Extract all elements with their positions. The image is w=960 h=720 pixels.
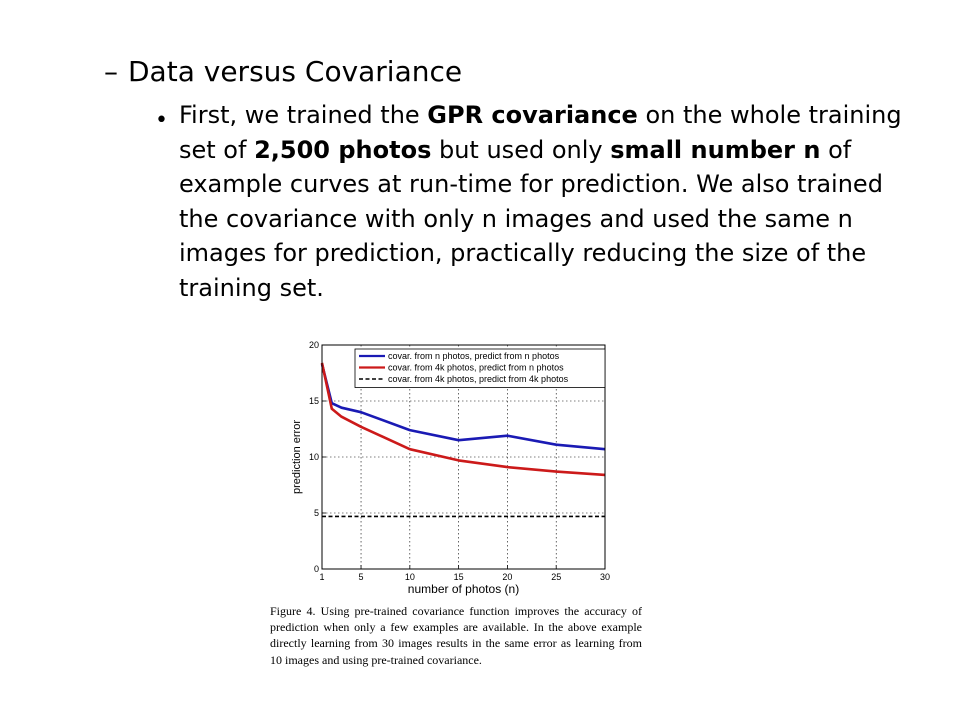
bullet-bold-2: 2,500 photos: [254, 135, 432, 164]
bullet-dot-icon: •: [155, 108, 168, 133]
x-tick-label: 30: [600, 572, 610, 582]
legend-label-3: covar. from 4k photos, predict from 4k p…: [388, 374, 569, 384]
x-tick-label: 15: [454, 572, 464, 582]
heading-dash: –: [104, 55, 118, 88]
x-axis-label: number of photos (n): [408, 582, 519, 596]
chart-series: [320, 362, 606, 518]
bullet-paragraph: First, we trained the GPR covariance on …: [179, 98, 914, 305]
bullet-text-4: of example curves at run-time for predic…: [179, 135, 883, 302]
figure-caption: Figure 4. Using pre-trained covariance f…: [270, 604, 642, 667]
bullet-text-2: on the whole training set of: [179, 101, 902, 164]
x-tick-label: 25: [551, 572, 561, 582]
bullet-text-3: but used only: [431, 135, 611, 164]
legend-box: [354, 348, 606, 388]
x-tick-label: 1: [319, 572, 324, 582]
series-line-1: [320, 363, 606, 451]
y-tick-label: 5: [314, 508, 319, 518]
y-tick-label: 20: [309, 340, 319, 350]
bullet-bold-1: GPR covariance: [427, 101, 638, 129]
x-tick-label: 5: [359, 572, 364, 582]
y-axis-label: prediction error: [291, 420, 303, 494]
legend-label-2: covar. from 4k photos, predict from n ph…: [388, 363, 564, 373]
heading-text: Data versus Covariance: [128, 55, 463, 88]
y-tick-label: 0: [314, 564, 319, 574]
x-tick-label: 20: [502, 572, 512, 582]
y-tick-label: 10: [309, 452, 319, 462]
x-tick-label: 10: [405, 572, 415, 582]
legend-label-1: covar. from n photos, predict from n pho…: [388, 351, 560, 361]
y-tick-label: 15: [309, 396, 319, 406]
series-line-2: [320, 362, 606, 477]
bullet-text-1: First, we trained the: [179, 101, 428, 129]
section-heading: – Data versus Covariance: [104, 52, 462, 92]
bullet-bold-3: small number n: [610, 135, 821, 164]
chart-legend: covar. from n photos, predict from n pho…: [354, 348, 606, 388]
